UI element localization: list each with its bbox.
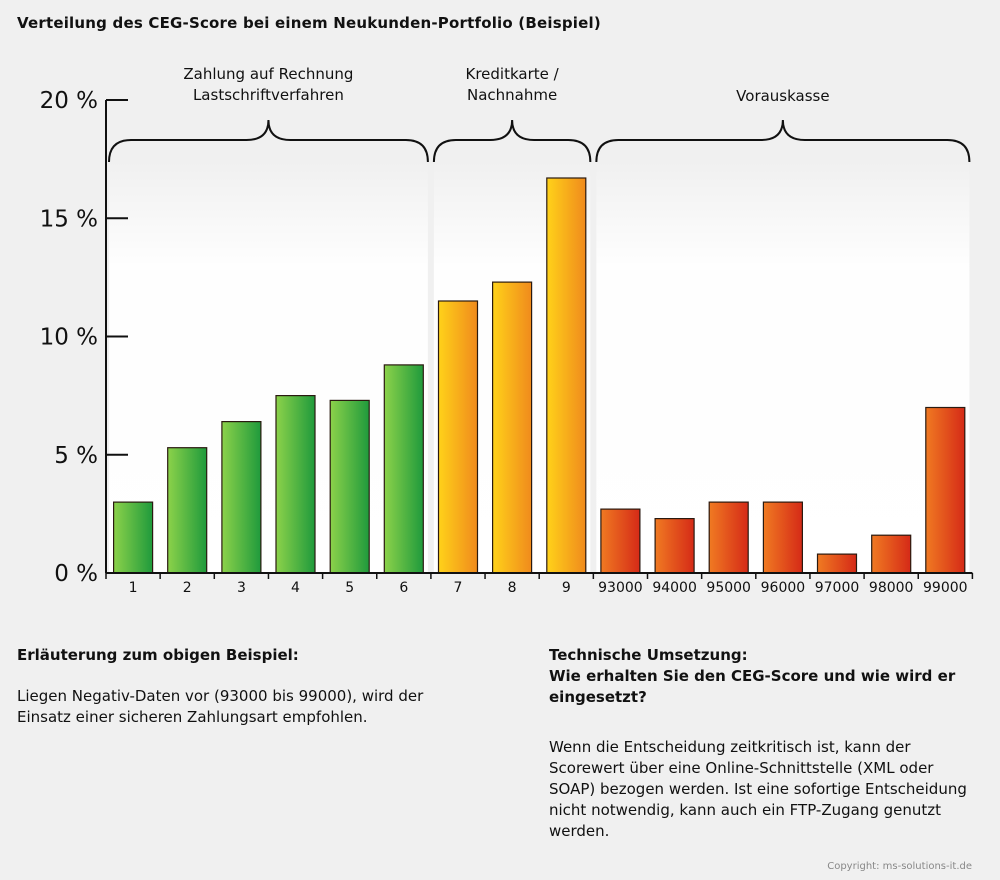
x-tick-label: 99000 [923, 580, 968, 596]
copyright-notice: Copyright: ms-solutions-it.de [827, 861, 972, 872]
bar-7 [437, 300, 479, 574]
explanation-heading: Erläuterung zum obigen Beispiel: [17, 646, 299, 664]
technical-text: Wenn die Entscheidung zeitkritisch ist, … [549, 738, 967, 840]
bar-93000 [600, 508, 641, 574]
group-label: Vorauskasse [736, 87, 829, 105]
x-tick-label: 9 [562, 580, 571, 596]
bar-97000 [816, 553, 858, 574]
bar-6 [383, 364, 424, 574]
y-tick-label: 20 % [40, 88, 98, 114]
bar-99000 [925, 406, 966, 574]
bar-5 [329, 399, 370, 574]
group-brace [108, 119, 429, 163]
group-brace [432, 119, 592, 163]
x-tick-label: 7 [454, 580, 463, 596]
x-tick-label: 94000 [652, 580, 697, 596]
group-label: Nachnahme [467, 86, 557, 104]
group-label: Kreditkarte / [466, 65, 560, 83]
bar-94000 [654, 518, 695, 574]
y-tick-label: 10 % [40, 325, 98, 351]
x-tick-label: 4 [291, 580, 300, 596]
x-tick-label: 1 [129, 580, 138, 596]
bar-4 [275, 395, 316, 574]
bar-95000 [708, 501, 749, 574]
group-label: Lastschriftverfahren [193, 86, 344, 104]
x-tick-label: 3 [237, 580, 246, 596]
bar-chart: Zahlung auf Rechnung Lastschriftverfahren… [40, 65, 974, 596]
x-tick-label: 96000 [761, 580, 806, 596]
bar-98000 [871, 534, 912, 574]
x-tick-label: 2 [183, 580, 192, 596]
x-tick-label: 93000 [598, 580, 643, 596]
y-tick-label: 15 % [40, 206, 98, 232]
explanation-text: Liegen Negativ-Daten vor (93000 bis 9900… [17, 687, 424, 726]
x-tick-label: 5 [345, 580, 354, 596]
bar-3 [221, 421, 262, 574]
technical-subheading: Wie erhalten Sie den CEG-Score und wie w… [549, 667, 956, 706]
x-tick-label: 6 [399, 580, 408, 596]
y-tick-label: 0 % [54, 561, 98, 587]
x-tick-label: 95000 [706, 580, 751, 596]
group-background-panel [109, 160, 428, 573]
x-tick-label: 97000 [815, 580, 860, 596]
x-tick-label: 8 [508, 580, 517, 596]
bar-1 [112, 501, 154, 574]
bar-2 [167, 447, 208, 574]
x-tick-label: 98000 [869, 580, 914, 596]
bar-9 [546, 177, 587, 574]
group-brace [595, 119, 971, 163]
group-label: Zahlung auf Rechnung [183, 65, 353, 83]
explanation-section: Erläuterung zum obigen Beispiel: Liegen … [17, 645, 457, 728]
bar-8 [492, 281, 533, 574]
technical-heading: Technische Umsetzung: [549, 646, 748, 664]
bar-96000 [762, 501, 804, 574]
y-tick-label: 5 % [54, 443, 98, 469]
page-title: Verteilung des CEG-Score bei einem Neuku… [17, 14, 601, 32]
technical-section: Technische Umsetzung: Wie erhalten Sie d… [549, 645, 979, 842]
